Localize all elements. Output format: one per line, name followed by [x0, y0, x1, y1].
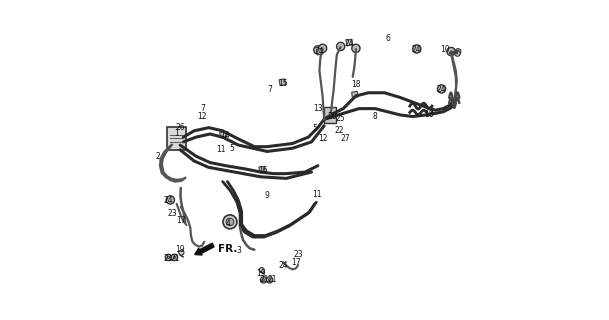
Text: 24: 24	[411, 45, 421, 54]
Circle shape	[319, 44, 326, 52]
FancyBboxPatch shape	[324, 107, 336, 123]
Text: FR.: FR.	[218, 244, 238, 254]
Circle shape	[269, 279, 271, 281]
Text: 24: 24	[164, 196, 174, 205]
Text: 2: 2	[155, 152, 160, 161]
Text: 15: 15	[278, 79, 287, 88]
Text: 20: 20	[328, 112, 337, 121]
Circle shape	[314, 46, 322, 54]
Circle shape	[454, 51, 460, 56]
Bar	[220, 131, 227, 138]
Circle shape	[455, 49, 461, 54]
Text: 19: 19	[175, 245, 185, 254]
Text: 5: 5	[312, 124, 317, 133]
Text: 7: 7	[268, 85, 273, 94]
Text: 1: 1	[174, 129, 178, 138]
Text: 23: 23	[167, 209, 177, 218]
Bar	[279, 79, 286, 85]
Circle shape	[171, 254, 178, 260]
Text: 27: 27	[340, 134, 350, 143]
Text: 24: 24	[345, 39, 354, 48]
Text: 12: 12	[197, 112, 207, 121]
Text: 18: 18	[424, 110, 434, 119]
Text: 23: 23	[294, 250, 304, 259]
Text: 16: 16	[258, 166, 267, 175]
Text: 6: 6	[385, 34, 390, 43]
FancyBboxPatch shape	[167, 127, 186, 149]
Text: 10: 10	[440, 45, 449, 54]
Text: 21: 21	[259, 276, 269, 284]
Circle shape	[166, 196, 174, 204]
Circle shape	[179, 250, 184, 255]
Text: 7: 7	[200, 104, 205, 113]
Text: 19: 19	[256, 269, 266, 278]
Circle shape	[226, 218, 234, 226]
Circle shape	[447, 47, 455, 56]
Text: 18: 18	[351, 80, 361, 89]
Text: 21: 21	[164, 254, 174, 263]
Circle shape	[352, 44, 360, 52]
Text: 21: 21	[171, 254, 180, 263]
Bar	[316, 48, 323, 55]
Circle shape	[266, 277, 273, 283]
Text: 22: 22	[334, 126, 343, 135]
Text: 11: 11	[312, 190, 322, 199]
Circle shape	[437, 85, 446, 93]
Bar	[346, 39, 353, 46]
Circle shape	[262, 279, 265, 281]
Text: 12: 12	[318, 134, 328, 143]
Circle shape	[261, 277, 267, 283]
Text: 24: 24	[278, 261, 287, 270]
Text: 3: 3	[236, 246, 241, 255]
Text: 5: 5	[230, 144, 234, 153]
Text: 24: 24	[437, 85, 446, 94]
Text: 11: 11	[217, 145, 226, 154]
Text: 17: 17	[177, 216, 186, 225]
Text: 4: 4	[225, 219, 230, 228]
Circle shape	[223, 215, 237, 229]
Bar	[259, 166, 265, 173]
Text: 13: 13	[313, 104, 323, 113]
Text: 9: 9	[265, 191, 270, 200]
Text: 25: 25	[335, 114, 345, 123]
Text: 24: 24	[315, 47, 325, 56]
Text: 26: 26	[175, 123, 185, 132]
Circle shape	[337, 42, 345, 51]
Circle shape	[259, 268, 264, 273]
Text: 21: 21	[267, 276, 277, 284]
Text: 17: 17	[291, 258, 300, 267]
Circle shape	[173, 256, 176, 259]
FancyArrow shape	[195, 243, 214, 255]
Text: 8: 8	[373, 112, 378, 121]
Circle shape	[413, 45, 421, 53]
Circle shape	[165, 254, 172, 260]
Bar	[351, 92, 358, 98]
Circle shape	[167, 256, 170, 259]
Text: 14: 14	[220, 131, 230, 140]
